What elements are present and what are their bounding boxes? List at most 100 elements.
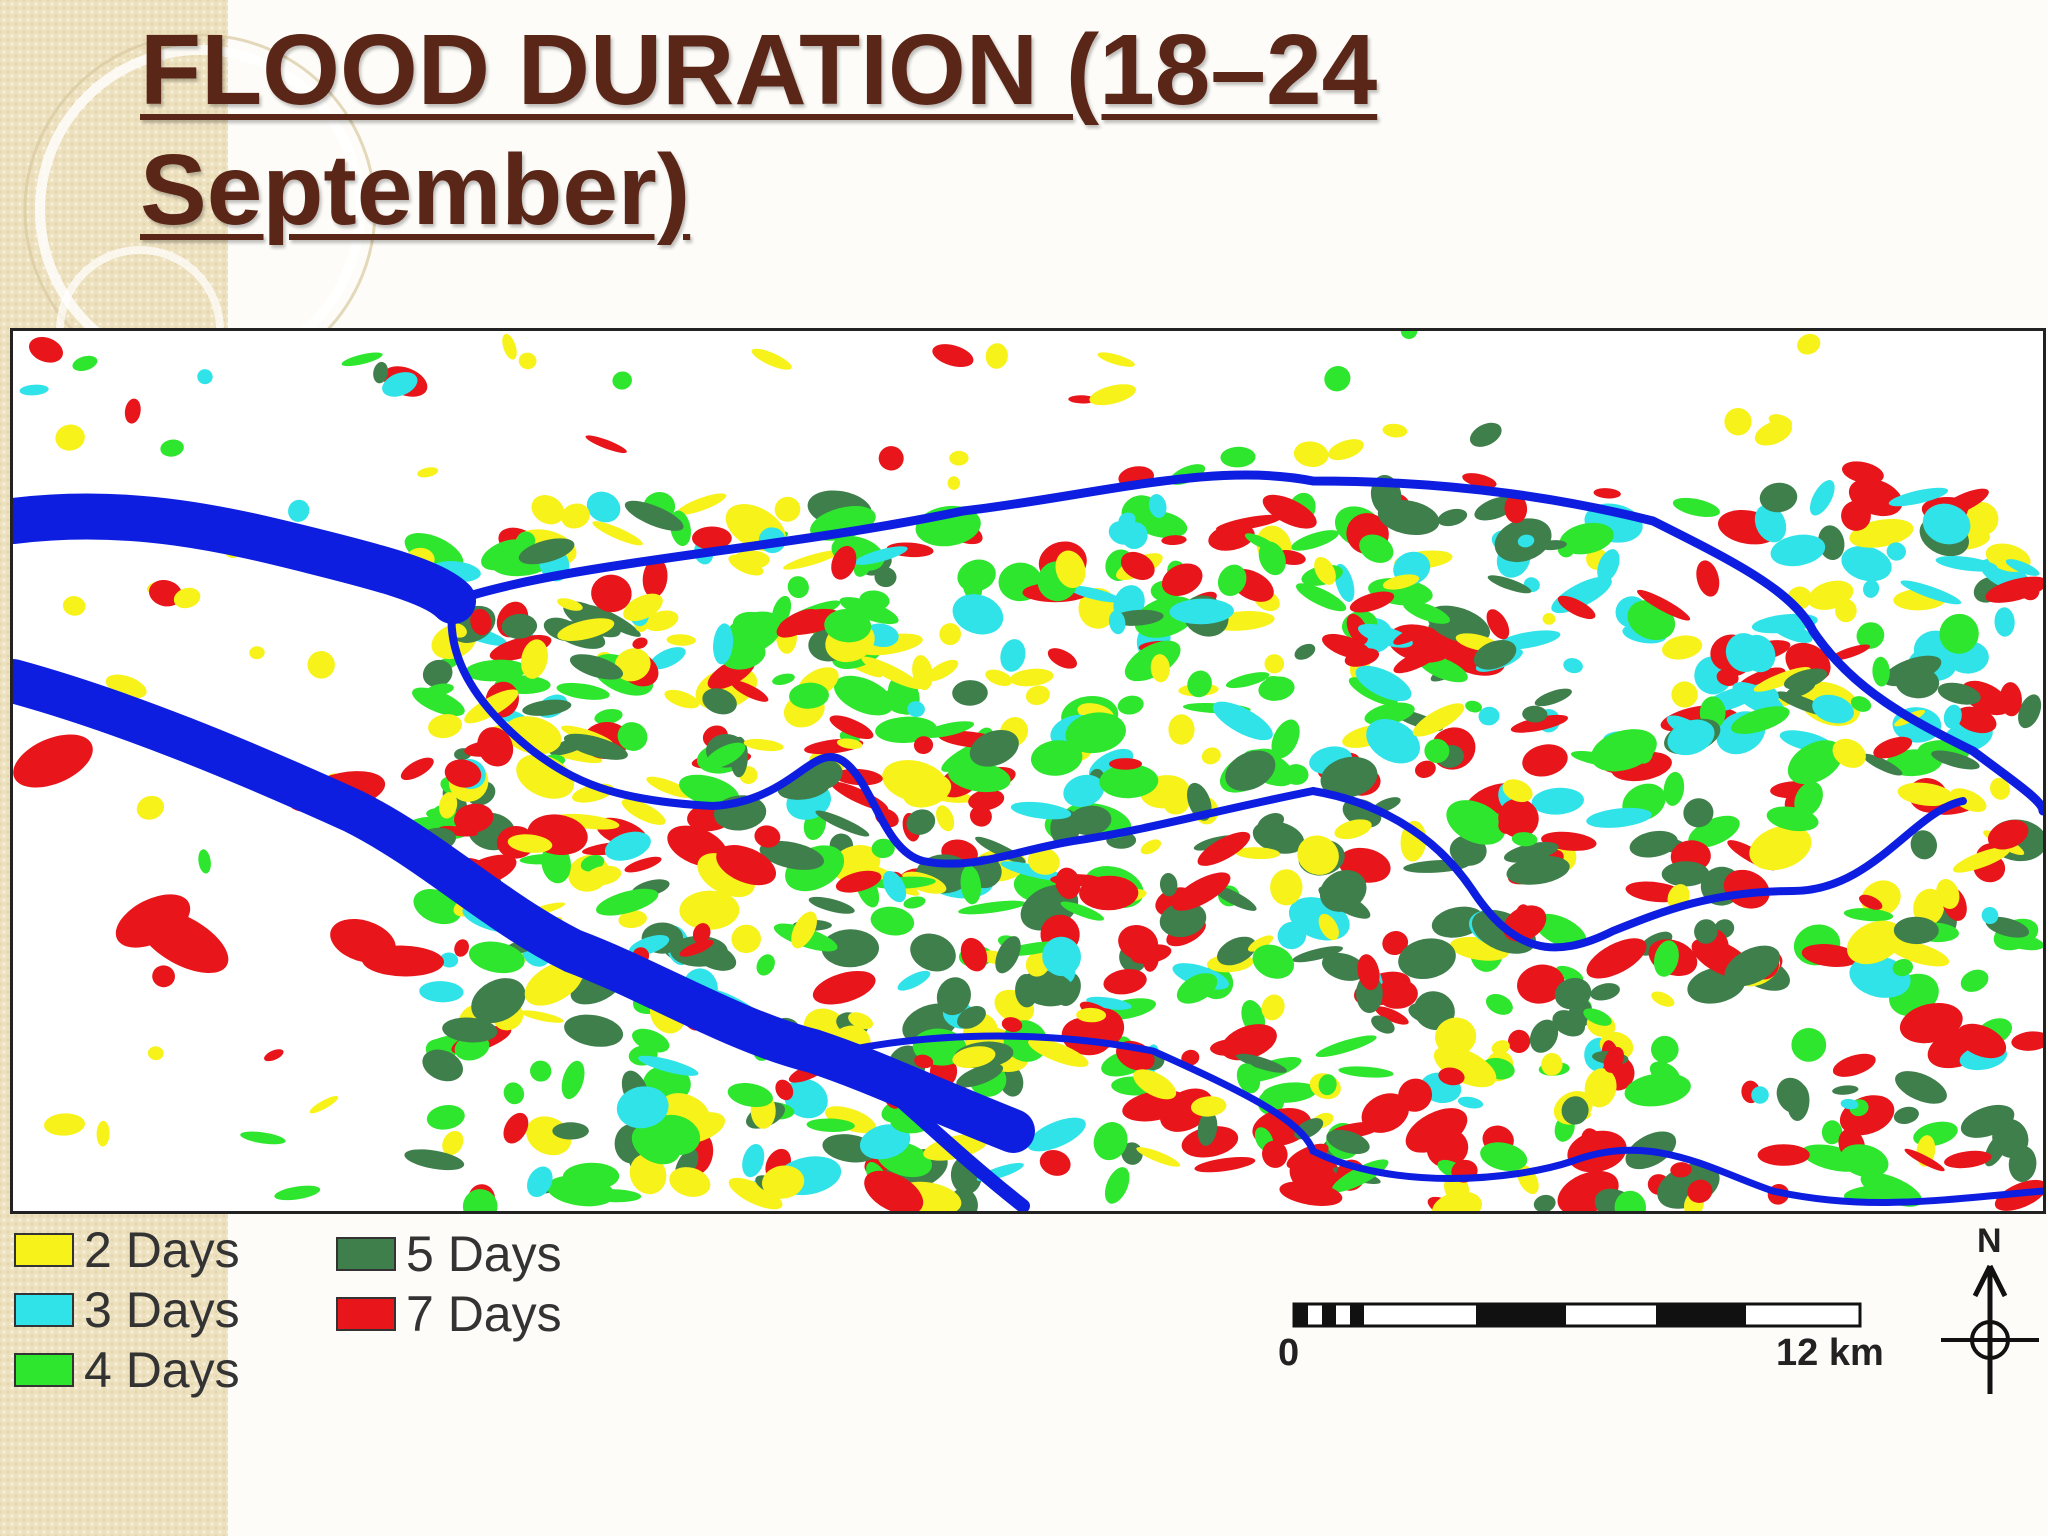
zone-3-days — [1000, 639, 1026, 672]
zone-4-days — [1614, 1190, 1647, 1211]
zone-3-days — [382, 372, 418, 397]
zone-3-days — [882, 870, 907, 903]
south-branch — [839, 1032, 2043, 1207]
zone-5-days — [910, 933, 956, 972]
zone-2-days — [44, 1113, 85, 1136]
zone-5-days — [1931, 750, 1980, 770]
zone-3-days — [1027, 1117, 1086, 1152]
legend-item-2-days: 2 Days — [14, 1222, 240, 1278]
zone-3-days — [1586, 807, 1652, 828]
zone-5-days — [1371, 1015, 1395, 1034]
legend-swatch-5-days — [336, 1237, 396, 1271]
zone-4-days — [1364, 702, 1415, 726]
zone-2-days — [621, 798, 666, 825]
zone-4-days — [1731, 706, 1790, 734]
zone-4-days — [704, 742, 746, 769]
zone-2-days — [1797, 333, 1821, 355]
zone-7-days — [1593, 488, 1621, 499]
zone-4-days — [871, 838, 895, 859]
zone-4-days — [1236, 1063, 1261, 1094]
zone-7-days — [1498, 798, 1539, 838]
zone-2-days — [1491, 1040, 1510, 1055]
zone-5-days — [1225, 750, 1276, 791]
zone-3-days — [1841, 545, 1892, 582]
zone-2-days — [1913, 888, 1945, 926]
zone-3-days — [1768, 618, 1813, 643]
zone-3-days — [1457, 1096, 1484, 1109]
zone-7-days — [1103, 968, 1147, 995]
zone-7-days — [1161, 563, 1203, 596]
zone-3-days — [1355, 665, 1412, 702]
zone-5-days — [906, 809, 936, 835]
zone-2-days — [936, 805, 955, 832]
zone-4-days — [503, 1082, 525, 1105]
zone-4-days — [530, 1060, 552, 1082]
zone-2-days — [309, 1096, 339, 1114]
zone-2-days — [783, 550, 841, 570]
zone-7-days — [632, 637, 648, 649]
zone-3-days — [1118, 512, 1136, 528]
zone-2-days — [1136, 1147, 1181, 1167]
zone-7-days — [1346, 613, 1369, 645]
zone-4-days — [1653, 940, 1679, 977]
zone-5-days — [552, 1122, 589, 1140]
zone-7-days — [400, 757, 434, 781]
zone-2-days — [947, 476, 960, 490]
zone-4-days — [883, 688, 915, 714]
zone-7-days — [1262, 1140, 1288, 1168]
zone-7-days — [624, 856, 662, 873]
zone-4-days — [1400, 331, 1418, 340]
zone-4-days — [1480, 1142, 1528, 1171]
zone-7-days — [1985, 576, 2043, 603]
zone-7-days — [1382, 930, 1409, 956]
zone-7-days — [914, 1054, 934, 1069]
zone-7-days — [1696, 560, 1720, 597]
zone-2-days — [761, 1165, 805, 1199]
zone-2-days — [728, 1177, 783, 1210]
zone-5-days — [998, 1064, 1024, 1097]
zone-2-days — [249, 646, 265, 660]
zone-4-days — [240, 1131, 286, 1145]
zone-2-days — [1966, 501, 1999, 536]
zone-4-days — [1821, 1120, 1843, 1145]
zone-2-days — [1724, 408, 1752, 436]
zone-3-days — [439, 952, 459, 968]
zone-2-days — [442, 1130, 464, 1156]
zone-7-days — [1670, 1162, 1692, 1178]
zone-4-days — [1583, 1008, 1612, 1026]
zone-7-days — [1039, 1149, 1071, 1176]
zone-3-days — [1148, 494, 1167, 518]
zone-7-days — [362, 945, 444, 977]
zone-7-days — [1873, 736, 1913, 759]
zone-2-days — [520, 1010, 564, 1023]
legend-swatch-4-days — [14, 1353, 74, 1387]
zone-2-days — [952, 1046, 996, 1068]
north-label: N — [1977, 1222, 2002, 1260]
zone-4-days — [561, 1060, 585, 1100]
legend-item-5-days: 5 Days — [336, 1226, 562, 1282]
zone-7-days — [1832, 1053, 1876, 1077]
scale-end-label: 12 km — [1776, 1332, 1884, 1374]
zone-4-days — [806, 1118, 855, 1132]
zone-3-days — [1935, 555, 1998, 572]
zone-3-days — [1366, 719, 1420, 764]
zone-7-days — [1687, 1179, 1713, 1203]
zone-7-days — [1001, 1017, 1023, 1033]
main-channel-upper — [13, 493, 476, 624]
zone-4-days — [957, 559, 996, 592]
zone-3-days — [1943, 704, 1962, 729]
zone-3-days — [1812, 694, 1855, 724]
zone-5-days — [1937, 682, 1981, 705]
zone-7-days — [1357, 954, 1380, 991]
zone-7-days — [477, 727, 514, 767]
zone-3-days — [1922, 503, 1971, 545]
zone-2-days — [623, 593, 663, 622]
zone-2-days — [1297, 835, 1339, 875]
zone-3-days — [604, 831, 651, 861]
zone-7-days — [969, 805, 992, 827]
zone-2-days — [1832, 738, 1866, 768]
zone-7-days — [1120, 551, 1155, 580]
zone-4-days — [468, 941, 525, 974]
zone-3-days — [638, 1055, 699, 1076]
zone-4-days — [1663, 771, 1685, 806]
